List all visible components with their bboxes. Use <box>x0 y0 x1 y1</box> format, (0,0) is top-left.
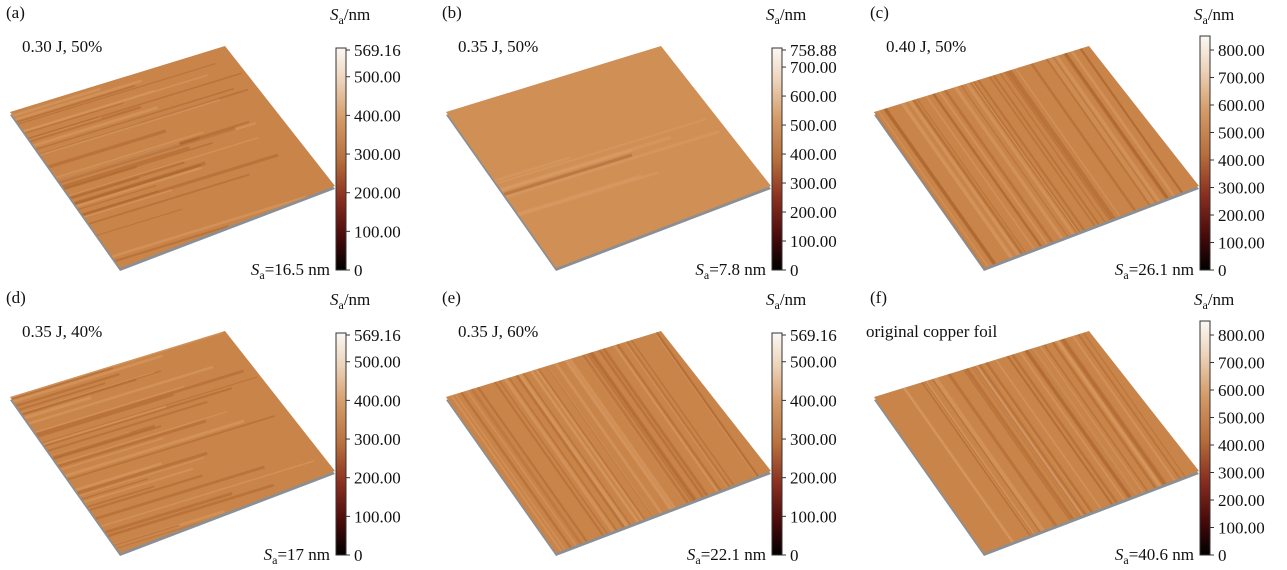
colorbar-tick-label: 0 <box>354 546 363 565</box>
colorbar-tick-label: 600.00 <box>790 87 837 106</box>
colorbar-tick-label: 100.00 <box>790 232 837 251</box>
colorbar-tick-label: 200.00 <box>1218 206 1265 225</box>
colorbar <box>1200 36 1210 270</box>
colorbar-tick-label: 500.00 <box>354 68 401 87</box>
colorbar <box>772 48 782 270</box>
colorbar-tick-label: 600.00 <box>1218 381 1265 400</box>
colorbar-tick-label: 400.00 <box>354 391 401 410</box>
colorbar-tick-label: 500.00 <box>354 353 401 372</box>
colorbar <box>336 333 346 555</box>
surface <box>874 46 1199 268</box>
colorbar-tick-label: 200.00 <box>354 469 401 488</box>
colorbar-tick-label: 300.00 <box>1218 179 1265 198</box>
value-text: /nm <box>780 290 806 309</box>
condition: 0.40 J, 50% <box>886 37 966 56</box>
colorbar-tick-label: 700.00 <box>790 58 837 77</box>
colorbar-tick-label: 800.00 <box>1218 41 1265 60</box>
colorbar-title: Sa/nm <box>1194 5 1234 27</box>
value-text: =17 nm <box>277 545 330 564</box>
colorbar-tick-label: 300.00 <box>354 430 401 449</box>
colorbar-tick-label: 100.00 <box>1218 234 1265 253</box>
condition: 0.30 J, 50% <box>22 37 102 56</box>
roughness: Sa=17 nm <box>264 545 330 567</box>
panel: (d) 0.35 J, 40% Sa/nm 569.16 500.00 400.00 300… <box>6 288 401 567</box>
colorbar-title: Sa/nm <box>330 5 370 27</box>
condition: 0.35 J, 40% <box>22 322 102 341</box>
panel-label: (c) <box>870 3 889 22</box>
colorbar-tick-label: 300.00 <box>790 430 837 449</box>
value-text: =7.8 nm <box>709 260 766 279</box>
panel: (c) 0.40 J, 50% Sa/nm 800.00 700.00 600.00 500… <box>870 3 1265 282</box>
colorbar-title: Sa/nm <box>766 290 806 312</box>
colorbar-title: Sa/nm <box>330 290 370 312</box>
colorbar <box>1200 321 1210 555</box>
colorbar-tick-label: 200.00 <box>790 469 837 488</box>
colorbar-tick-label: 100.00 <box>354 507 401 526</box>
colorbar-tick-label: 300.00 <box>1218 464 1265 483</box>
roughness: Sa=7.8 nm <box>695 260 766 282</box>
colorbar-tick-label: 800.00 <box>1218 326 1265 345</box>
colorbar-tick-label: 100.00 <box>790 507 837 526</box>
colorbar-tick-label: 500.00 <box>1218 409 1265 428</box>
colorbar-tick-label: 700.00 <box>1218 69 1265 88</box>
figure: (a) 0.30 J, 50% Sa/nm 569.16 500.00 400.00 300… <box>0 0 1287 570</box>
condition: 0.35 J, 50% <box>458 37 538 56</box>
colorbar-tick-label: 400.00 <box>790 391 837 410</box>
value-text: /nm <box>780 5 806 24</box>
panel-label: (b) <box>442 3 462 22</box>
panel: (e) 0.35 J, 60% Sa/nm 569.16 500.00 400.00 300… <box>442 288 837 567</box>
colorbar <box>336 48 346 270</box>
colorbar-tick-label: 500.00 <box>790 116 837 135</box>
colorbar-tick-label: 700.00 <box>1218 354 1265 373</box>
colorbar-tick-label: 400.00 <box>1218 151 1265 170</box>
panel: (b)0.35 J, 50%Sa/nm758.88700.00600.00500… <box>442 3 837 282</box>
colorbar-tick-label: 400.00 <box>354 106 401 125</box>
condition: 0.35 J, 60% <box>458 322 538 341</box>
colorbar-tick-label: 500.00 <box>790 353 837 372</box>
colorbar-tick-label: 300.00 <box>790 174 837 193</box>
colorbar-tick-label: 0 <box>1218 261 1227 280</box>
roughness: Sa=22.1 nm <box>687 545 766 567</box>
colorbar-tick-label: 600.00 <box>1218 96 1265 115</box>
condition: original copper foil <box>866 322 998 341</box>
panel-label: (f) <box>870 288 887 307</box>
value-text: /nm <box>1208 290 1234 309</box>
panel-label: (e) <box>442 288 461 307</box>
value-text: =26.1 nm <box>1129 260 1194 279</box>
colorbar-tick-label: 0 <box>790 261 799 280</box>
colorbar-tick-label: 0 <box>1218 546 1227 565</box>
colorbar-tick-label: 200.00 <box>790 203 837 222</box>
colorbar-tick-label: 200.00 <box>1218 491 1265 510</box>
colorbar-tick-label: 100.00 <box>354 222 401 241</box>
value-text: =16.5 nm <box>265 260 330 279</box>
value-text: =22.1 nm <box>701 545 766 564</box>
colorbar <box>772 333 782 555</box>
colorbar-tick-label: 0 <box>790 546 799 565</box>
colorbar-tick-label: 100.00 <box>1218 519 1265 538</box>
roughness: Sa=16.5 nm <box>251 260 330 282</box>
panel-label: (a) <box>6 3 25 22</box>
colorbar-tick-label: 0 <box>354 261 363 280</box>
panel: (a) 0.30 J, 50% Sa/nm 569.16 500.00 400.00 300… <box>6 3 401 282</box>
colorbar-tick-label: 200.00 <box>354 184 401 203</box>
roughness: Sa=26.1 nm <box>1115 260 1194 282</box>
page: (a) 0.30 J, 50% Sa/nm 569.16 500.00 400.00 300… <box>0 0 1287 570</box>
panel-label: (d) <box>6 288 26 307</box>
roughness: Sa=40.6 nm <box>1115 545 1194 567</box>
value-text: /nm <box>1208 5 1234 24</box>
value-text: /nm <box>344 5 370 24</box>
colorbar-tick-label: 300.00 <box>354 145 401 164</box>
colorbar-tick-label: 500.00 <box>1218 124 1265 143</box>
colorbar-tick-label: 569.16 <box>354 41 401 60</box>
colorbar-tick-label: 569.16 <box>354 326 401 345</box>
value-text: =40.6 nm <box>1129 545 1194 564</box>
colorbar-tick-label: 400.00 <box>1218 436 1265 455</box>
surface <box>10 46 335 268</box>
value-text: /nm <box>344 290 370 309</box>
panel: (f) original copper foil Sa/nm 800.00 700.00… <box>866 288 1265 567</box>
colorbar-tick-label: 400.00 <box>790 145 837 164</box>
colorbar-title: Sa/nm <box>766 5 806 27</box>
colorbar-tick-label: 569.16 <box>790 326 837 345</box>
colorbar-title: Sa/nm <box>1194 290 1234 312</box>
